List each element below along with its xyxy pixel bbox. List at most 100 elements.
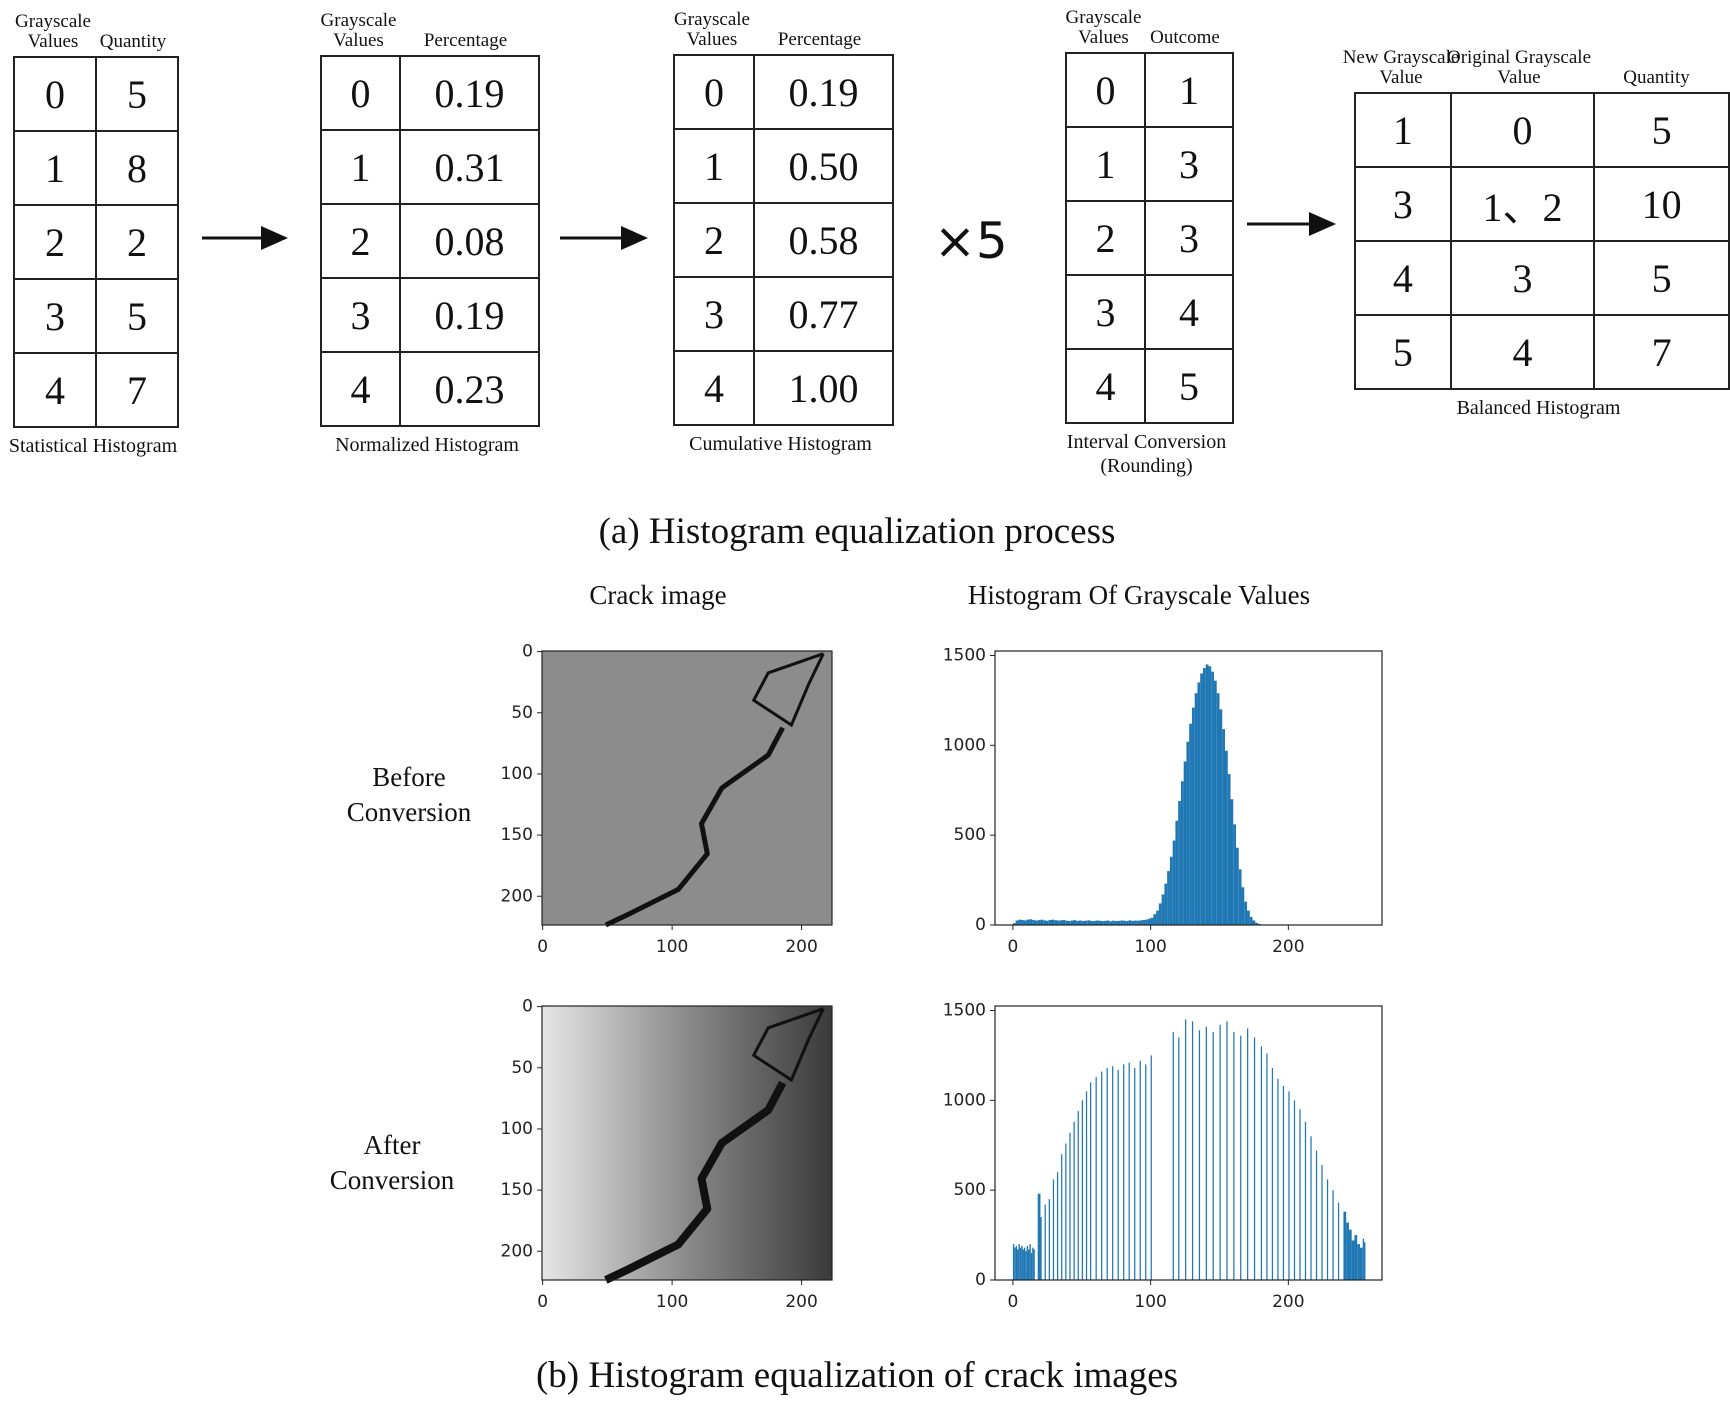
table-cell: 0.19 — [753, 54, 894, 130]
bar — [1069, 1132, 1071, 1280]
y-tick-label: 500 — [954, 1180, 986, 1200]
table-cell: 0.08 — [399, 203, 540, 279]
table-cell: 1 — [1144, 52, 1234, 128]
bar — [1288, 1091, 1290, 1280]
x-tick-label: 0 — [537, 1292, 548, 1312]
table-cell: 4 — [1065, 348, 1146, 424]
table-cell: 4 — [673, 350, 755, 426]
bar — [1240, 1035, 1242, 1280]
bar — [1040, 919, 1044, 925]
bar — [1321, 1165, 1323, 1280]
crack — [751, 1007, 825, 1083]
x-tick-label: 200 — [1272, 937, 1304, 957]
y-tick-label: 0 — [522, 997, 533, 1017]
bar — [1123, 920, 1126, 925]
bar — [1293, 1100, 1296, 1280]
bar — [1029, 1244, 1031, 1280]
axes-frame — [541, 650, 833, 926]
bar — [1253, 1037, 1256, 1280]
bar — [1142, 919, 1146, 925]
bar — [1084, 920, 1088, 925]
bar — [1019, 1247, 1022, 1280]
bar — [1128, 920, 1132, 925]
bar — [1065, 920, 1068, 925]
bar — [1065, 1143, 1067, 1280]
row-label: Before Conversion — [346, 762, 472, 828]
bar — [1017, 1249, 1019, 1280]
bar — [1185, 1019, 1187, 1280]
bar — [1018, 1244, 1020, 1280]
x-tick-label: 0 — [1007, 1292, 1018, 1312]
bar — [1169, 856, 1173, 925]
bar — [1037, 1193, 1041, 1280]
bar — [1087, 920, 1091, 925]
bar — [1216, 693, 1220, 925]
bar — [1189, 723, 1192, 925]
bar — [1054, 920, 1057, 925]
bar — [1098, 920, 1102, 925]
bar — [1191, 707, 1195, 925]
bar — [1247, 910, 1250, 925]
bar — [1085, 1091, 1088, 1280]
bar — [1073, 1121, 1075, 1280]
bar — [1025, 1251, 1027, 1280]
bar — [1186, 741, 1190, 925]
y-tick-label: 200 — [501, 1241, 533, 1261]
bar — [1346, 1222, 1349, 1280]
table-row: 2 0.58 — [673, 202, 894, 278]
y-tick-label: 1500 — [943, 645, 986, 665]
bar — [1200, 673, 1203, 925]
table-cell: 0 — [13, 56, 97, 132]
table: 1 0 5 3 1、2 10 4 3 5 5 4 7 — [1354, 92, 1730, 390]
caption-a: (a) Histogram equalization process — [598, 511, 1116, 552]
table-cell: 2 — [1065, 200, 1146, 276]
table-cell: 4 — [1354, 240, 1452, 316]
bar — [1219, 1024, 1221, 1280]
bar — [1271, 1067, 1274, 1280]
bar — [1032, 1247, 1034, 1280]
bar — [1048, 1199, 1050, 1280]
bar — [1092, 921, 1096, 925]
table-cell: 3 — [1144, 126, 1234, 202]
bar — [1233, 824, 1237, 925]
bar — [1194, 693, 1198, 925]
bar — [1175, 820, 1179, 925]
bar — [1230, 799, 1234, 925]
y-tick-label: 150 — [501, 1180, 533, 1200]
bar — [1022, 1249, 1024, 1280]
x-tick-label: 200 — [1272, 1292, 1304, 1312]
table-row: 3 0.77 — [673, 276, 894, 352]
bar — [1032, 919, 1035, 925]
column-header: Outcome — [1150, 27, 1220, 49]
table-cell: 0.19 — [399, 55, 540, 131]
column-header: Grayscale Values — [15, 11, 91, 53]
bar — [1040, 1217, 1042, 1280]
bar — [1077, 1111, 1079, 1280]
bar — [1351, 1240, 1355, 1280]
bar — [1090, 1082, 1092, 1280]
bar — [1244, 901, 1248, 925]
y-tick-label: 200 — [501, 886, 533, 906]
column-header: Percentage — [777, 29, 862, 51]
column-header: Percentage — [423, 30, 508, 52]
bar — [1026, 919, 1030, 925]
column-title: Crack image — [589, 580, 727, 610]
bar — [1202, 668, 1206, 925]
bar — [1236, 847, 1239, 925]
bar — [1033, 1249, 1035, 1280]
bar — [1213, 680, 1217, 925]
bar — [1180, 781, 1184, 925]
bar — [1114, 921, 1118, 925]
table-caption: Normalized Histogram — [335, 434, 519, 456]
bar — [1106, 920, 1110, 925]
bar — [1070, 920, 1074, 925]
bar — [1081, 1100, 1084, 1280]
column-header: Grayscale Values — [674, 9, 750, 51]
bar — [1117, 920, 1121, 925]
bar — [1136, 920, 1140, 925]
